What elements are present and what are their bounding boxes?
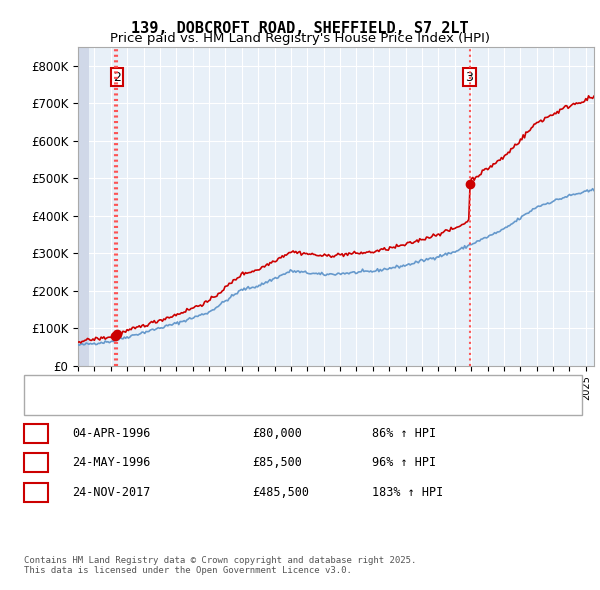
Text: 24-NOV-2017: 24-NOV-2017 (72, 486, 151, 499)
Text: 04-APR-1996: 04-APR-1996 (72, 427, 151, 440)
Text: HPI: Average price, semi-detached house, Sheffield: HPI: Average price, semi-detached house,… (60, 398, 328, 408)
Text: Price paid vs. HM Land Registry's House Price Index (HPI): Price paid vs. HM Land Registry's House … (110, 32, 490, 45)
Bar (78, 47, 89, 366)
Text: 96% ↑ HPI: 96% ↑ HPI (372, 456, 436, 469)
Text: 1: 1 (32, 427, 40, 440)
Text: 139, DOBCROFT ROAD, SHEFFIELD, S7 2LT (semi-detached house): 139, DOBCROFT ROAD, SHEFFIELD, S7 2LT (s… (60, 381, 404, 390)
Text: 2: 2 (32, 456, 40, 469)
Text: 139, DOBCROFT ROAD, SHEFFIELD, S7 2LT: 139, DOBCROFT ROAD, SHEFFIELD, S7 2LT (131, 21, 469, 35)
Text: 24-MAY-1996: 24-MAY-1996 (72, 456, 151, 469)
Text: 86% ↑ HPI: 86% ↑ HPI (372, 427, 436, 440)
Text: 3: 3 (466, 71, 473, 84)
Text: 183% ↑ HPI: 183% ↑ HPI (372, 486, 443, 499)
Text: £485,500: £485,500 (252, 486, 309, 499)
Text: 2: 2 (113, 71, 121, 84)
Text: £85,500: £85,500 (252, 456, 302, 469)
Text: £80,000: £80,000 (252, 427, 302, 440)
Text: 3: 3 (32, 486, 40, 499)
Text: Contains HM Land Registry data © Crown copyright and database right 2025.
This d: Contains HM Land Registry data © Crown c… (24, 556, 416, 575)
